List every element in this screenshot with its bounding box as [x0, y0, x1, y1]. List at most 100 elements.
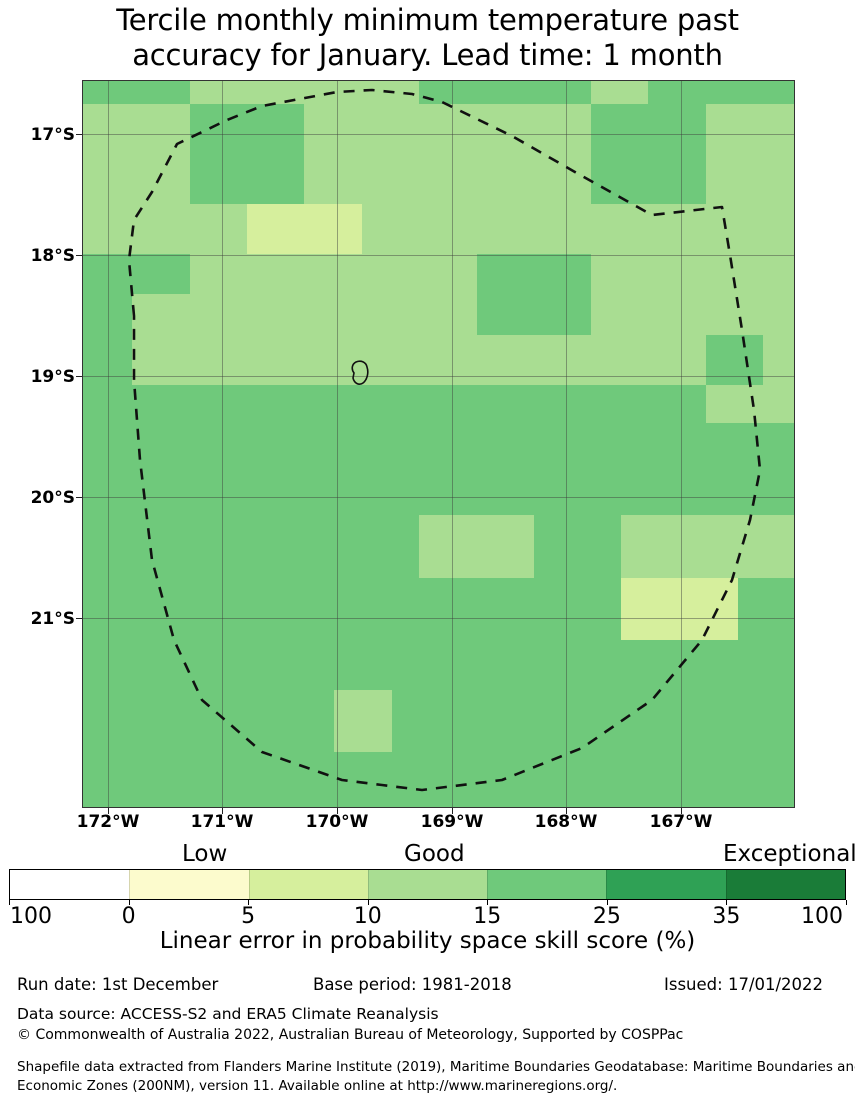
heatmap-cell: [190, 254, 247, 294]
title-line-2: accuracy for January. Lead time: 1 month: [132, 38, 723, 72]
heatmap-cell: [706, 204, 763, 254]
y-axis-tick-label: 18°S: [30, 246, 75, 266]
x-axis-tick-mark: [452, 808, 453, 814]
heatmap-cell: [477, 294, 534, 335]
heatmap-cell: [534, 294, 591, 335]
heatmap-cell: [706, 385, 763, 423]
heatmap-cell: [763, 385, 795, 423]
heatmap-cell: [763, 335, 795, 385]
footer-copyright: © Commonwealth of Australia 2022, Austra…: [17, 1027, 684, 1043]
heatmap-cell: [334, 690, 392, 752]
heatmap-cell: [247, 80, 304, 104]
heatmap-cell: [534, 154, 591, 204]
heatmap-cell: [763, 294, 795, 335]
footer-data-source: Data source: ACCESS-S2 and ERA5 Climate …: [17, 1005, 439, 1023]
colorbar-tick-label: 100: [10, 904, 52, 929]
heatmap-cell: [419, 154, 477, 204]
heatmap-cell: [132, 254, 190, 294]
y-axis: 17°S 18°S 19°S 20°S 21°S: [0, 0, 75, 1095]
heatmap-cell: [304, 104, 362, 154]
x-axis-tick-mark: [337, 808, 338, 814]
heatmap-cell: [477, 204, 534, 254]
heatmap-cell: [534, 80, 591, 104]
heatmap-cell: [304, 80, 362, 104]
heatmap-cell: [362, 104, 419, 154]
heatmap-cell: [621, 578, 678, 640]
heatmap-cell: [648, 204, 706, 254]
heatmap-cell: [477, 104, 534, 154]
x-axis-tick-mark: [222, 808, 223, 814]
heatmap-cell: [362, 154, 419, 204]
title-line-1: Tercile monthly minimum temperature past: [116, 3, 739, 37]
colorbar-tick-mark: [606, 900, 608, 905]
heatmap-cell: [132, 154, 190, 204]
colorbar-segment: [487, 870, 607, 899]
colorbar-tick-label: 100: [801, 904, 843, 929]
heatmap-cell: [304, 335, 362, 385]
heatmap-cell: [304, 154, 362, 204]
heatmap-cell: [419, 335, 477, 385]
heatmap-cell: [247, 254, 304, 294]
colorbar-tick-label: 0: [121, 904, 136, 929]
heatmap-cell: [648, 80, 706, 104]
x-axis-tick-label: 167°W: [649, 812, 713, 832]
x-axis-tick-label: 171°W: [190, 812, 254, 832]
heatmap-cell: [132, 80, 190, 104]
heatmap-cell: [190, 204, 247, 254]
heatmap-cell: [477, 515, 534, 578]
heatmap-cell: [534, 204, 591, 254]
heatmap-cell: [132, 104, 190, 154]
heatmap-cell: [591, 80, 648, 104]
y-axis-tick-mark: [76, 134, 82, 135]
heatmap-cell: [763, 80, 795, 104]
heatmap-cell: [763, 204, 795, 254]
heatmap-cell: [706, 80, 763, 104]
colorbar-tick-label: 15: [473, 904, 502, 929]
heatmap-cell: [190, 80, 247, 104]
heatmap-cell: [362, 254, 419, 294]
heatmap-cell: [190, 154, 247, 204]
y-axis-tick-label: 20°S: [30, 488, 75, 508]
heatmap-cell: [82, 423, 795, 515]
heatmap-cell: [678, 578, 738, 640]
heatmap-cell: [648, 335, 706, 385]
colorbar-tick-mark: [9, 900, 10, 905]
heatmap-cell: [706, 294, 763, 335]
colorbar-category-label: Exceptional: [723, 841, 855, 867]
heatmap-cell: [763, 154, 795, 204]
heatmap-cell: [82, 104, 132, 154]
colorbar-tick-mark: [248, 900, 250, 905]
heatmap-cell: [82, 254, 132, 294]
heatmap-cell: [82, 80, 132, 104]
heatmap-cell: [362, 335, 419, 385]
heatmap-cell: [132, 204, 190, 254]
x-axis-tick-label: 172°W: [76, 812, 140, 832]
heatmap-cell: [419, 104, 477, 154]
heatmap-cell: [304, 204, 362, 254]
colorbar-tick-label: 35: [712, 904, 741, 929]
heatmap-cell: [621, 515, 678, 578]
footer-issued: Issued: 17/01/2022: [664, 975, 824, 994]
y-axis-tick-mark: [76, 255, 82, 256]
colorbar-segment: [129, 870, 249, 899]
y-axis-tick-label: 17°S: [30, 125, 75, 145]
y-axis-tick-label: 19°S: [30, 367, 75, 387]
heatmap-cell: [591, 294, 648, 335]
colorbar-tick-label: 10: [353, 904, 382, 929]
heatmap-cell: [304, 294, 362, 335]
heatmap-cell: [591, 204, 648, 254]
heatmap-cell: [706, 154, 763, 204]
heatmap-cell: [247, 204, 304, 254]
heatmap-cell: [419, 515, 477, 578]
heatmap-cell: [190, 335, 247, 385]
colorbar-tick-mark: [846, 900, 847, 905]
heatmap-cell: [362, 80, 419, 104]
heatmap-cell: [247, 154, 304, 204]
heatmap-cell: [534, 104, 591, 154]
heatmap-cell: [738, 515, 795, 578]
colorbar-tick-mark: [367, 900, 369, 905]
footer-shapefile-line-2: Economic Zones (200NM), version 11. Avai…: [17, 1078, 618, 1094]
colorbar-category-label: Low: [182, 841, 228, 867]
footer-shapefile-line-1: Shapefile data extracted from Flanders M…: [17, 1059, 855, 1075]
footer: Run date: 1st December Base period: 1981…: [0, 975, 855, 1094]
